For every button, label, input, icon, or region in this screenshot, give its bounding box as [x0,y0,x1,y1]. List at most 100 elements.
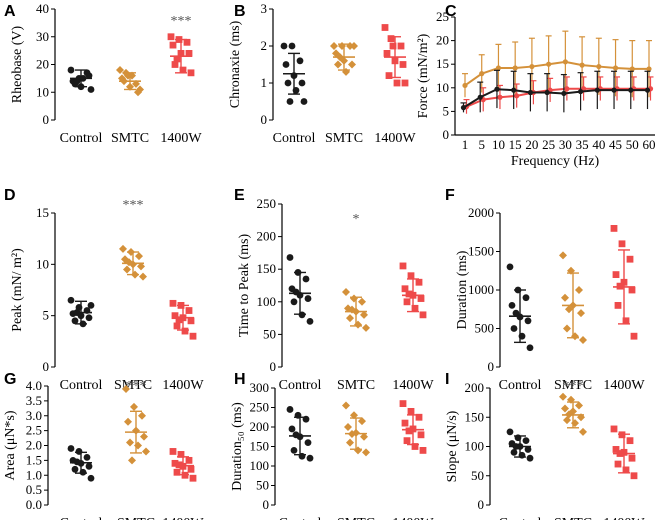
data-point [306,317,314,325]
data-point [383,50,391,57]
data-point [73,458,81,466]
data-point [288,425,296,433]
y-axis-title: Slope (μN/s) [445,410,460,482]
data-point [136,85,144,94]
data-point [511,87,517,93]
y-tick-label: 150 [257,261,277,276]
x-category-label: Control [273,131,316,146]
series-line-control [462,88,648,109]
y-tick-label: 0.5 [26,482,42,497]
y-axis-title: Duration₅₀ (ms) [230,402,245,491]
data-point [338,42,346,50]
data-point [71,465,79,473]
y-tick-label: 0 [488,359,495,374]
x-tick-label: 40 [592,137,605,152]
y-tick-label: 1000 [468,282,494,297]
data-point [417,431,425,439]
data-point [561,90,567,97]
y-axis-title: Peak (mN/ m²) [10,248,25,332]
data-point [189,332,197,340]
x-category-label: 1400W [603,378,645,393]
data-point [183,38,191,46]
data-point [565,305,573,314]
data-point [344,423,352,431]
y-tick-label: 20 [436,33,449,48]
data-point [407,272,415,280]
data-point [125,258,133,267]
data-point [514,93,520,99]
data-point [187,69,195,77]
data-point [571,419,579,428]
data-point [495,65,502,71]
data-point [286,98,294,105]
x-category-label: 1400W [160,131,202,146]
y-axis-title: Duration (ms) [455,250,470,329]
panel-label: F [445,187,455,204]
data-point [169,299,177,307]
y-tick-label: 2.5 [26,423,42,438]
data-point [629,66,635,72]
data-point [296,57,304,65]
data-point [561,293,569,302]
data-point [403,298,411,306]
data-point [83,454,91,461]
data-point [419,447,427,454]
significance-marker: *** [171,14,192,29]
data-point [571,332,579,341]
data-point [171,312,179,320]
y-tick-label: 150 [250,439,270,454]
x-tick-label: 30 [559,137,572,152]
data-point [142,447,150,456]
x-category-label: 1400W [162,516,204,520]
data-point [67,445,75,452]
data-point [405,427,413,435]
x-tick-label: 45 [609,137,622,152]
data-point [122,384,130,393]
data-point [119,244,127,253]
data-point [354,320,362,329]
y-tick-label: 200 [257,229,277,244]
data-point [415,278,423,286]
data-point [171,61,179,68]
panel-i: I 0 50 100 150 200 Slope (μN/s) Control SMTC 1400… [445,371,645,520]
data-point [610,425,618,433]
x-category-label: 1400W [392,378,434,393]
y-tick-label: 50 [256,478,269,493]
data-point [187,465,195,473]
data-point [563,324,571,333]
x-category-label: SMTC [554,516,592,520]
data-point [360,310,368,319]
data-point [290,298,298,306]
y-tick-label: 250 [250,400,270,415]
data-point [137,262,145,271]
y-tick-label: 200 [250,419,270,434]
y-tick-label: 10 [36,84,49,99]
data-point [506,428,514,436]
data-point [350,294,358,303]
data-point [401,79,409,87]
panel-label: I [445,371,449,388]
x-tick-label: 1 [462,137,469,152]
data-point [618,240,626,248]
data-point [138,411,146,420]
data-point [389,42,397,50]
x-category-label: Control [60,131,103,146]
data-point [342,401,350,410]
data-point [304,295,312,302]
data-point [577,88,584,95]
data-point [282,61,290,68]
data-point [612,271,620,278]
x-category-label: 1400W [603,516,645,520]
x-category-label: Control [499,516,542,520]
data-point [385,72,393,79]
y-tick-label: 1500 [468,244,494,259]
data-point [646,66,652,72]
data-point [399,400,407,407]
x-category-label: Control [60,378,103,393]
data-point [644,87,651,93]
data-point [417,295,425,302]
y-tick-label: 2 [261,38,268,53]
y-tick-label: 0 [261,112,268,127]
data-point [292,288,300,296]
